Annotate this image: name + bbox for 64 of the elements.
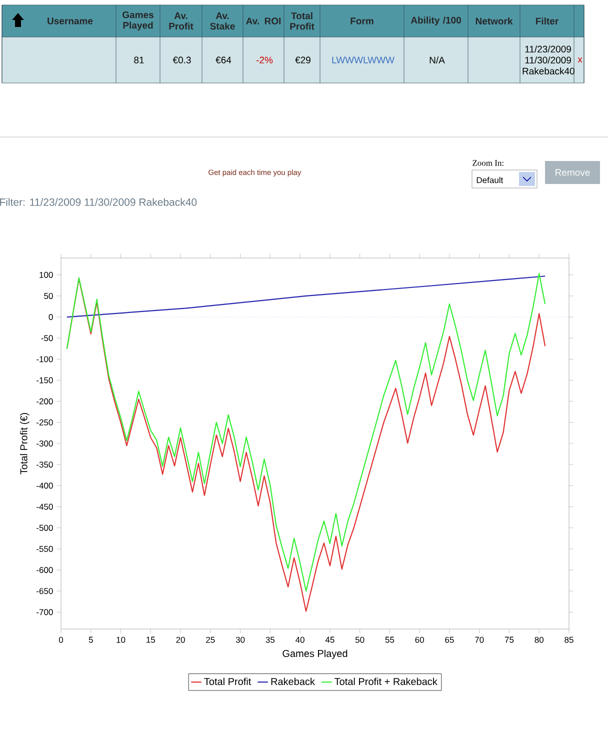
x-tick-label: 65 <box>445 636 454 643</box>
text: Filter <box>536 18 558 24</box>
x-axis-title: Games Played <box>282 650 348 660</box>
text: Av. ROI <box>246 18 281 24</box>
y-tick-label: -50 <box>41 335 53 342</box>
text: 81 <box>134 56 144 64</box>
x-tick-label: 75 <box>504 636 514 643</box>
text: Av. Profit <box>169 12 194 30</box>
y-tick-label: -350 <box>36 462 53 468</box>
text: Form <box>350 18 374 24</box>
text: Network <box>476 18 513 24</box>
x-tick-label: 10 <box>116 636 126 643</box>
x-tick-label: 70 <box>475 636 484 643</box>
x-tick-label: 25 <box>206 636 215 643</box>
text: Username <box>48 18 93 24</box>
y-tick-label: -500 <box>36 524 53 531</box>
y-tick-label: -250 <box>36 419 53 426</box>
y-tick-label: -100 <box>36 356 53 362</box>
x-tick-label: 45 <box>325 636 334 643</box>
x-tick-label: 0 <box>58 636 64 643</box>
x-tick-label: 40 <box>296 636 304 643</box>
x-tick-label: 50 <box>355 636 364 643</box>
legend-label: Total Profit + Rakeback <box>334 678 438 686</box>
text: €64 <box>216 56 232 64</box>
text: Remove <box>556 169 590 176</box>
y-tick-label: -550 <box>36 546 53 552</box>
x-tick-label: 60 <box>415 636 424 643</box>
y-tick-label: -200 <box>36 398 53 404</box>
text: Zoom In: <box>472 160 504 166</box>
text: Ability /100 <box>410 16 461 26</box>
text: x <box>578 57 582 63</box>
x-tick-label: 20 <box>176 636 185 643</box>
y-tick-label: -300 <box>36 440 53 447</box>
x-tick-label: 15 <box>146 636 156 643</box>
y-tick-label: 50 <box>44 292 53 299</box>
text: -2% <box>256 56 273 64</box>
y-tick-label: 100 <box>40 272 53 278</box>
y-tick-label: -700 <box>36 609 53 616</box>
text: 11/23/2009 11/30/2009 Rakeback40 <box>522 46 574 74</box>
x-tick-label: 80 <box>534 636 544 643</box>
text: €0.3 <box>172 56 191 64</box>
text: N/A <box>430 56 445 64</box>
y-axis-title: Total Profit (€) <box>20 413 30 474</box>
text: LWWWLWWW <box>332 56 394 64</box>
line-series <box>66 276 546 318</box>
text: Default <box>476 176 504 184</box>
text: Total Profit <box>290 12 314 30</box>
y-tick-label: -400 <box>36 482 53 489</box>
x-tick-label: 85 <box>564 636 574 643</box>
x-tick-label: 30 <box>236 636 245 643</box>
legend-label: Total Profit <box>204 678 252 686</box>
y-tick-label: 0 <box>48 314 53 320</box>
y-tick-label: -600 <box>36 566 53 573</box>
legend-label: Rakeback <box>271 678 315 686</box>
x-tick-label: 35 <box>266 636 275 643</box>
y-tick-label: -150 <box>36 377 53 384</box>
x-tick-label: 5 <box>88 636 93 643</box>
text: Av. Stake <box>210 12 235 30</box>
text: €29 <box>295 56 310 64</box>
y-tick-label: -650 <box>36 588 53 594</box>
chart-subtitle: Filter: 11/23/2009 11/30/2009 Rakeback40 <box>0 198 197 206</box>
x-tick-label: 55 <box>385 636 394 643</box>
text: Games Played <box>122 11 154 31</box>
y-tick-label: -450 <box>36 504 53 510</box>
